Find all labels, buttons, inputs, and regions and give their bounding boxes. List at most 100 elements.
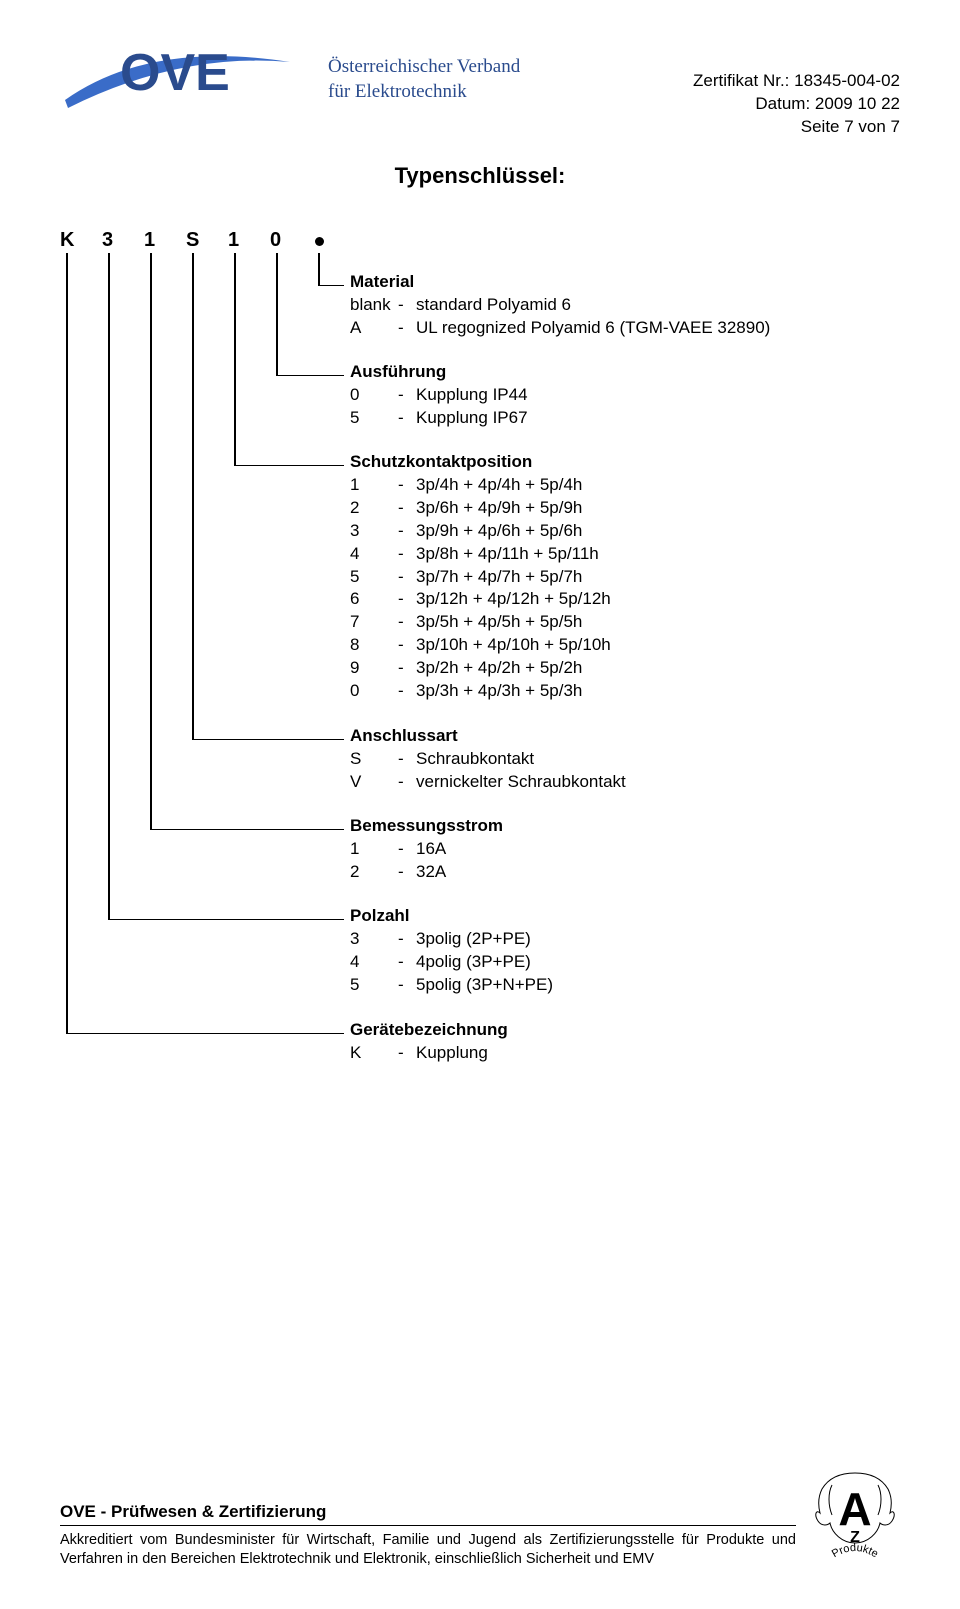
option-desc: 3p/9h + 4p/6h + 5p/6h bbox=[416, 520, 617, 543]
option-desc: 3polig (2P+PE) bbox=[416, 928, 559, 951]
option-key: S bbox=[350, 748, 398, 771]
type-key-char: 1 bbox=[144, 229, 155, 252]
accreditation-seal-icon: A Z Produkte bbox=[810, 1469, 900, 1569]
table-row: 7-3p/5h + 4p/5h + 5p/5h bbox=[350, 611, 617, 634]
option-desc: 3p/4h + 4p/4h + 5p/4h bbox=[416, 474, 617, 497]
option-dash: - bbox=[398, 861, 416, 884]
footer-body: Akkreditiert vom Bundesminister für Wirt… bbox=[60, 1531, 796, 1569]
option-key: 8 bbox=[350, 634, 398, 657]
connector-hline bbox=[108, 919, 344, 921]
option-dash: - bbox=[398, 838, 416, 861]
option-dash: - bbox=[398, 928, 416, 951]
table-row: 5-Kupplung IP67 bbox=[350, 407, 534, 430]
type-key-section-title: Material bbox=[350, 271, 776, 294]
table-row: K-Kupplung bbox=[350, 1042, 494, 1065]
connector-hline bbox=[150, 829, 344, 831]
option-key: 1 bbox=[350, 838, 398, 861]
table-row: 1-3p/4h + 4p/4h + 5p/4h bbox=[350, 474, 617, 497]
page-number: Seite 7 von 7 bbox=[693, 116, 900, 139]
option-key: 6 bbox=[350, 588, 398, 611]
type-key-section: Polzahl3-3polig (2P+PE)4-4polig (3P+PE)5… bbox=[350, 905, 559, 997]
option-key: K bbox=[350, 1042, 398, 1065]
option-key: 2 bbox=[350, 497, 398, 520]
option-dash: - bbox=[398, 680, 416, 703]
type-key-section-table: 1-3p/4h + 4p/4h + 5p/4h2-3p/6h + 4p/9h +… bbox=[350, 474, 617, 703]
table-row: 0-3p/3h + 4p/3h + 5p/3h bbox=[350, 680, 617, 703]
option-key: 4 bbox=[350, 951, 398, 974]
footer-text-block: OVE - Prüfwesen & Zertifizierung Akkredi… bbox=[60, 1502, 796, 1569]
table-row: 4-3p/8h + 4p/11h + 5p/11h bbox=[350, 543, 617, 566]
svg-text:Produkte: Produkte bbox=[830, 1542, 880, 1560]
page-title: Typenschlüssel: bbox=[60, 163, 900, 189]
option-key: 5 bbox=[350, 974, 398, 997]
brand-subtitle-line2: für Elektrotechnik bbox=[328, 80, 520, 105]
table-row: 3-3p/9h + 4p/6h + 5p/6h bbox=[350, 520, 617, 543]
option-desc: vernickelter Schraubkontakt bbox=[416, 771, 632, 794]
type-key-char: S bbox=[186, 229, 199, 252]
option-dash: - bbox=[398, 566, 416, 589]
option-desc: 3p/10h + 4p/10h + 5p/10h bbox=[416, 634, 617, 657]
option-dash: - bbox=[398, 951, 416, 974]
type-key-section: Schutzkontaktposition1-3p/4h + 4p/4h + 5… bbox=[350, 451, 617, 703]
connector-vline bbox=[234, 253, 236, 465]
option-key: 0 bbox=[350, 680, 398, 703]
option-desc: 3p/3h + 4p/3h + 5p/3h bbox=[416, 680, 617, 703]
table-row: 1-16A bbox=[350, 838, 452, 861]
option-desc: 3p/12h + 4p/12h + 5p/12h bbox=[416, 588, 617, 611]
option-desc: 16A bbox=[416, 838, 452, 861]
type-key-section-table: 0-Kupplung IP445-Kupplung IP67 bbox=[350, 384, 534, 430]
table-row: 5-3p/7h + 4p/7h + 5p/7h bbox=[350, 566, 617, 589]
option-dash: - bbox=[398, 611, 416, 634]
certificate-number: Zertifikat Nr.: 18345-004-02 bbox=[693, 70, 900, 93]
footer-rule bbox=[60, 1525, 796, 1527]
option-key: 1 bbox=[350, 474, 398, 497]
option-key: V bbox=[350, 771, 398, 794]
option-desc: 3p/7h + 4p/7h + 5p/7h bbox=[416, 566, 617, 589]
type-key-section-table: K-Kupplung bbox=[350, 1042, 494, 1065]
table-row: 6-3p/12h + 4p/12h + 5p/12h bbox=[350, 588, 617, 611]
type-key-section: Materialblank-standard Polyamid 6A-UL re… bbox=[350, 271, 776, 340]
type-key-section-title: Polzahl bbox=[350, 905, 559, 928]
page-footer: OVE - Prüfwesen & Zertifizierung Akkredi… bbox=[60, 1469, 900, 1569]
footer-title: OVE - Prüfwesen & Zertifizierung bbox=[60, 1502, 796, 1522]
option-key: A bbox=[350, 317, 398, 340]
option-dash: - bbox=[398, 588, 416, 611]
seal-word: Produkte bbox=[830, 1542, 880, 1560]
option-dash: - bbox=[398, 1042, 416, 1065]
connector-hline bbox=[318, 285, 344, 287]
table-row: 9-3p/2h + 4p/2h + 5p/2h bbox=[350, 657, 617, 680]
type-key-char: 3 bbox=[102, 229, 113, 252]
table-row: S-Schraubkontakt bbox=[350, 748, 632, 771]
option-dash: - bbox=[398, 407, 416, 430]
option-key: 7 bbox=[350, 611, 398, 634]
option-desc: UL regognized Polyamid 6 (TGM-VAEE 32890… bbox=[416, 317, 776, 340]
type-key-section-title: Ausführung bbox=[350, 361, 534, 384]
option-key: 0 bbox=[350, 384, 398, 407]
table-row: V-vernickelter Schraubkontakt bbox=[350, 771, 632, 794]
type-key-section-title: Gerätebezeichnung bbox=[350, 1019, 508, 1042]
option-key: 3 bbox=[350, 520, 398, 543]
ove-logo: OVE bbox=[60, 30, 310, 130]
option-dash: - bbox=[398, 474, 416, 497]
option-dash: - bbox=[398, 384, 416, 407]
type-key-bullet bbox=[315, 237, 324, 246]
option-dash: - bbox=[398, 317, 416, 340]
connector-vline bbox=[66, 253, 68, 1033]
connector-vline bbox=[192, 253, 194, 739]
connector-vline bbox=[150, 253, 152, 829]
table-row: 0-Kupplung IP44 bbox=[350, 384, 534, 407]
option-desc: 3p/8h + 4p/11h + 5p/11h bbox=[416, 543, 617, 566]
option-desc: 3p/5h + 4p/5h + 5p/5h bbox=[416, 611, 617, 634]
option-dash: - bbox=[398, 771, 416, 794]
option-desc: 3p/6h + 4p/9h + 5p/9h bbox=[416, 497, 617, 520]
table-row: 2-3p/6h + 4p/9h + 5p/9h bbox=[350, 497, 617, 520]
option-key: 2 bbox=[350, 861, 398, 884]
option-desc: 3p/2h + 4p/2h + 5p/2h bbox=[416, 657, 617, 680]
seal-letter: A bbox=[838, 1483, 871, 1535]
type-key-section-table: 1-16A2-32A bbox=[350, 838, 452, 884]
option-dash: - bbox=[398, 634, 416, 657]
type-key-char: K bbox=[60, 229, 74, 252]
option-key: 4 bbox=[350, 543, 398, 566]
option-key: 9 bbox=[350, 657, 398, 680]
connector-hline bbox=[66, 1033, 344, 1035]
